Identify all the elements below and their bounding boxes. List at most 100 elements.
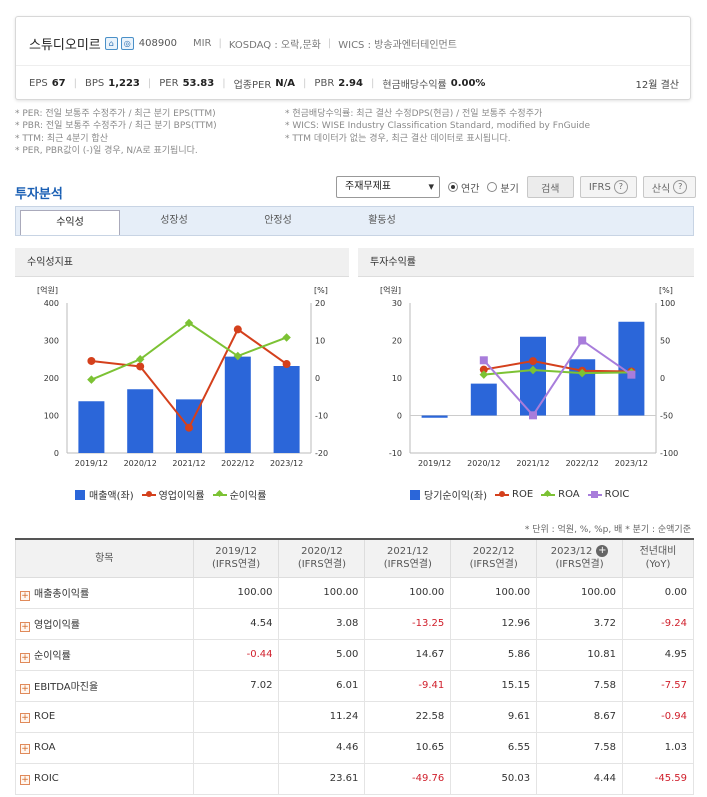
data-point bbox=[87, 375, 96, 384]
legend-bar-swatch bbox=[75, 489, 85, 500]
company-name[interactable]: 스튜디오미르 bbox=[29, 38, 101, 53]
x-tick-label: 2019/12 bbox=[75, 459, 108, 468]
table-cell: 50.03 bbox=[450, 762, 538, 795]
table-cell: 5.00 bbox=[278, 638, 366, 671]
expand-icon[interactable]: + bbox=[20, 652, 30, 663]
analysis-controls: 주재무제표 연간 분기 검색 IFRS? 산식? bbox=[336, 176, 697, 198]
annual-radio[interactable] bbox=[448, 182, 458, 192]
y2-tick-label: -50 bbox=[660, 412, 673, 421]
statement-select[interactable]: 주재무제표 bbox=[336, 176, 440, 198]
table-cell: -13.25 bbox=[364, 607, 452, 640]
expand-icon[interactable]: + bbox=[20, 712, 30, 723]
row-label[interactable]: + ROIC bbox=[15, 762, 194, 795]
search-button[interactable]: 검색 bbox=[526, 176, 574, 198]
chart-legend: 매출액(좌) 영업이익률 순이익률 bbox=[75, 487, 266, 502]
row-label[interactable]: + 영업이익률 bbox=[15, 607, 194, 640]
y2-tick-label: -100 bbox=[660, 449, 678, 458]
x-tick-label: 2019/12 bbox=[418, 459, 451, 468]
legend-label: 당기순이익(좌) bbox=[424, 491, 488, 502]
expand-icon[interactable]: + bbox=[20, 590, 30, 601]
column-header: 2020/12 (IFRS연결) bbox=[278, 538, 366, 578]
home-icon[interactable]: ⌂ bbox=[104, 37, 118, 50]
table-cell: 4.54 bbox=[192, 607, 280, 640]
wics-label: WICS : 방송과엔터테인먼트 bbox=[338, 40, 457, 51]
expand-icon[interactable]: + bbox=[20, 743, 30, 754]
formula-button[interactable]: 산식? bbox=[642, 176, 697, 198]
column-header: 2019/12 (IFRS연결) bbox=[192, 538, 280, 578]
x-tick-label: 2022/12 bbox=[221, 459, 254, 468]
pbr-value: 2.94 bbox=[338, 78, 363, 89]
y2-tick-label: 50 bbox=[660, 337, 670, 346]
ifrs-button[interactable]: IFRS? bbox=[579, 176, 637, 198]
tab-growth[interactable]: 성장성 bbox=[160, 215, 188, 226]
legend-label: ROIC bbox=[604, 489, 630, 500]
table-cell: -9.24 bbox=[621, 607, 695, 640]
data-point bbox=[282, 333, 291, 342]
row-label[interactable]: + ROE bbox=[15, 700, 194, 733]
table-cell: 100.00 bbox=[364, 576, 452, 609]
formula-label: 산식 bbox=[651, 183, 671, 195]
chart-legend: 당기순이익(좌) ROE ROA ROIC bbox=[410, 487, 629, 502]
bps-label: BPS bbox=[85, 78, 105, 89]
tab-profitability[interactable]: 수익성 bbox=[20, 210, 120, 235]
table-cell: -9.41 bbox=[364, 669, 452, 702]
note-line: * PBR: 전일 보통주 수정주가 / 최근 분기 BPS(TTM) bbox=[15, 121, 217, 132]
y2-tick-label: -10 bbox=[315, 412, 328, 421]
table-cell: 3.72 bbox=[536, 607, 623, 640]
ticker-en: MIR bbox=[192, 38, 212, 49]
help-icon: ? bbox=[613, 180, 628, 194]
data-point bbox=[135, 355, 145, 364]
y2-tick-label: 10 bbox=[315, 337, 325, 346]
company-info-box: 스튜디오미르 ⌂ ◎ 408900 MIR | KOSDAQ : 오락,문화 |… bbox=[15, 16, 691, 100]
annual-radio-label[interactable]: 연간 bbox=[461, 183, 480, 195]
y-tick-label: 0 bbox=[397, 412, 402, 421]
data-point bbox=[578, 336, 587, 345]
legend-bar-swatch bbox=[410, 489, 420, 500]
ir-icon[interactable]: ◎ bbox=[120, 37, 134, 50]
table-cell: -7.57 bbox=[621, 669, 695, 702]
column-header: 2023/12 + (IFRS연결) bbox=[536, 538, 623, 578]
tab-stability[interactable]: 안정성 bbox=[264, 215, 292, 226]
table-row: + 매출총이익률 100.00 100.00 100.00 100.00 100.00 0.0… bbox=[15, 576, 695, 609]
data-point bbox=[136, 362, 145, 371]
expand-icon[interactable]: + bbox=[20, 683, 30, 694]
data-point bbox=[529, 411, 537, 420]
table-cell: 8.67 bbox=[536, 700, 623, 733]
company-header-row: 스튜디오미르 ⌂ ◎ 408900 MIR | KOSDAQ : 오락,문화 |… bbox=[29, 34, 457, 53]
quarter-radio[interactable] bbox=[487, 182, 498, 192]
table-cell: 11.24 bbox=[278, 700, 366, 733]
tab-activity[interactable]: 활동성 bbox=[368, 215, 396, 226]
metrics-row: EPS 67 | BPS 1,223 | PER 53.83 | 업종PER N/A |… bbox=[29, 76, 679, 91]
table-cell: 12.96 bbox=[450, 607, 538, 640]
x-tick-label: 2020/12 bbox=[124, 459, 157, 468]
x-tick-label: 2023/12 bbox=[270, 459, 303, 468]
table-cell: 100.00 bbox=[536, 576, 623, 609]
y2-tick-label: 0 bbox=[660, 374, 665, 383]
y-axis-unit: [억원] bbox=[380, 285, 401, 295]
eps-value: 67 bbox=[51, 78, 66, 89]
table-row: + EBITDA마진율 7.02 6.01 -9.41 15.15 7.58 -7.57 bbox=[15, 669, 695, 702]
table-cell: -49.76 bbox=[364, 762, 452, 795]
expand-icon[interactable]: + bbox=[20, 774, 30, 785]
divider: | bbox=[327, 38, 332, 49]
bar bbox=[470, 383, 497, 416]
row-label[interactable]: + ROA bbox=[15, 731, 194, 764]
market-label: KOSDAQ : 오락,문화 bbox=[228, 40, 321, 51]
table-cell: 100.00 bbox=[192, 576, 280, 609]
return-panel: 투자수익률 [억원] [%] 30 100 20 50 10 0 0 -50 -10 -100 2019… bbox=[358, 248, 694, 498]
profitability-panel: 수익성지표 [억원] [%] 400 20 300 10 200 0 100 -10 0 -20 201… bbox=[15, 248, 349, 498]
quarter-radio-label[interactable]: 분기 bbox=[500, 183, 519, 195]
table-cell bbox=[192, 762, 280, 795]
row-label[interactable]: + 매출총이익률 bbox=[15, 576, 194, 609]
table-cell: 5.86 bbox=[450, 638, 538, 671]
sector-per-value: N/A bbox=[275, 78, 296, 89]
data-point bbox=[233, 325, 242, 334]
expand-icon[interactable]: + bbox=[20, 621, 30, 632]
add-column-icon[interactable]: + bbox=[596, 545, 609, 558]
divider-line bbox=[16, 65, 690, 66]
data-point bbox=[87, 356, 96, 365]
row-label[interactable]: + EBITDA마진율 bbox=[15, 669, 194, 702]
note-line: * PER, PBR값이 (-)일 경우, N/A로 표기됩니다. bbox=[15, 145, 198, 156]
row-label[interactable]: + 순이익률 bbox=[15, 638, 194, 671]
